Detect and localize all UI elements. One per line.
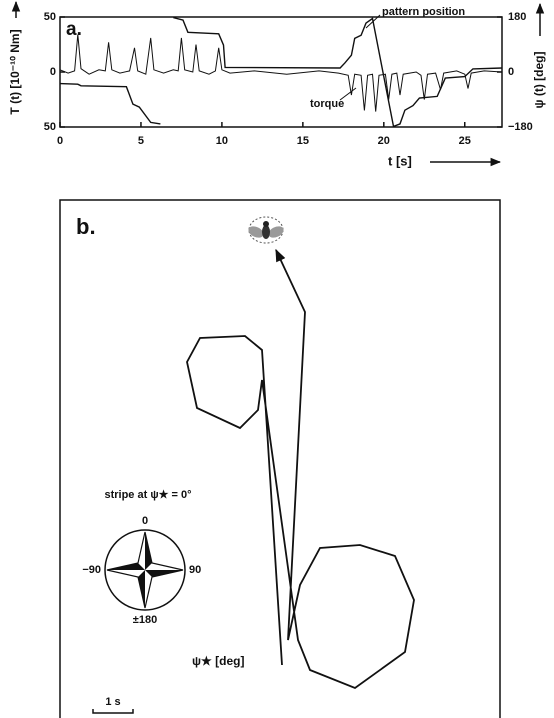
x-tick-label: 10 (216, 135, 228, 147)
x-tick-label: 20 (378, 135, 390, 147)
y-tick-label: 50 (44, 11, 56, 23)
heading-label: ψ★ [deg] (192, 654, 244, 668)
scale-bar (92, 709, 134, 714)
x-axis-label: t [s] (388, 153, 412, 168)
x-tick-label: 15 (297, 135, 309, 147)
compass (104, 529, 186, 611)
y-tick-label: 50 (44, 121, 56, 133)
panel-a: a. T (t) [10⁻¹⁰ Nm] ψ (t) [deg] t [s] 50… (8, 0, 546, 168)
data-line (59, 16, 503, 128)
stripe-note: stripe at ψ★ = 0° (104, 489, 191, 501)
panel-b: b. stripe at ψ★ = 0° 0 90 −90 ±180 ψ★ [d… (59, 199, 501, 718)
y2-axis-label: ψ (t) [deg] (532, 51, 546, 108)
series-annotation: torque (310, 98, 344, 110)
compass-label: 90 (189, 564, 201, 576)
x-tick-label: 5 (138, 135, 144, 147)
panel-label: b. (76, 214, 96, 239)
y2-tick-label: −180 (508, 121, 533, 133)
y-axis-label: T (t) [10⁻¹⁰ Nm] (8, 29, 22, 114)
x-tick-label: 0 (57, 135, 63, 147)
series-annotation: pattern position (382, 6, 465, 18)
flight-trajectory (186, 248, 415, 690)
scale-bar-label: 1 s (105, 696, 120, 708)
compass-label: ±180 (133, 614, 157, 626)
annotation-leader (339, 87, 357, 101)
panel-frame (59, 199, 501, 718)
fly-icon (248, 216, 284, 244)
annotation-leader (365, 14, 381, 29)
data-line (59, 34, 503, 112)
y-tick-label: 0 (50, 66, 56, 78)
y2-tick-label: 180 (508, 11, 526, 23)
panel-label: a. (66, 19, 82, 40)
x-tick-label: 25 (459, 135, 471, 147)
compass-label: 0 (142, 515, 148, 527)
y2-tick-label: 0 (508, 66, 514, 78)
compass-label: −90 (82, 564, 101, 576)
